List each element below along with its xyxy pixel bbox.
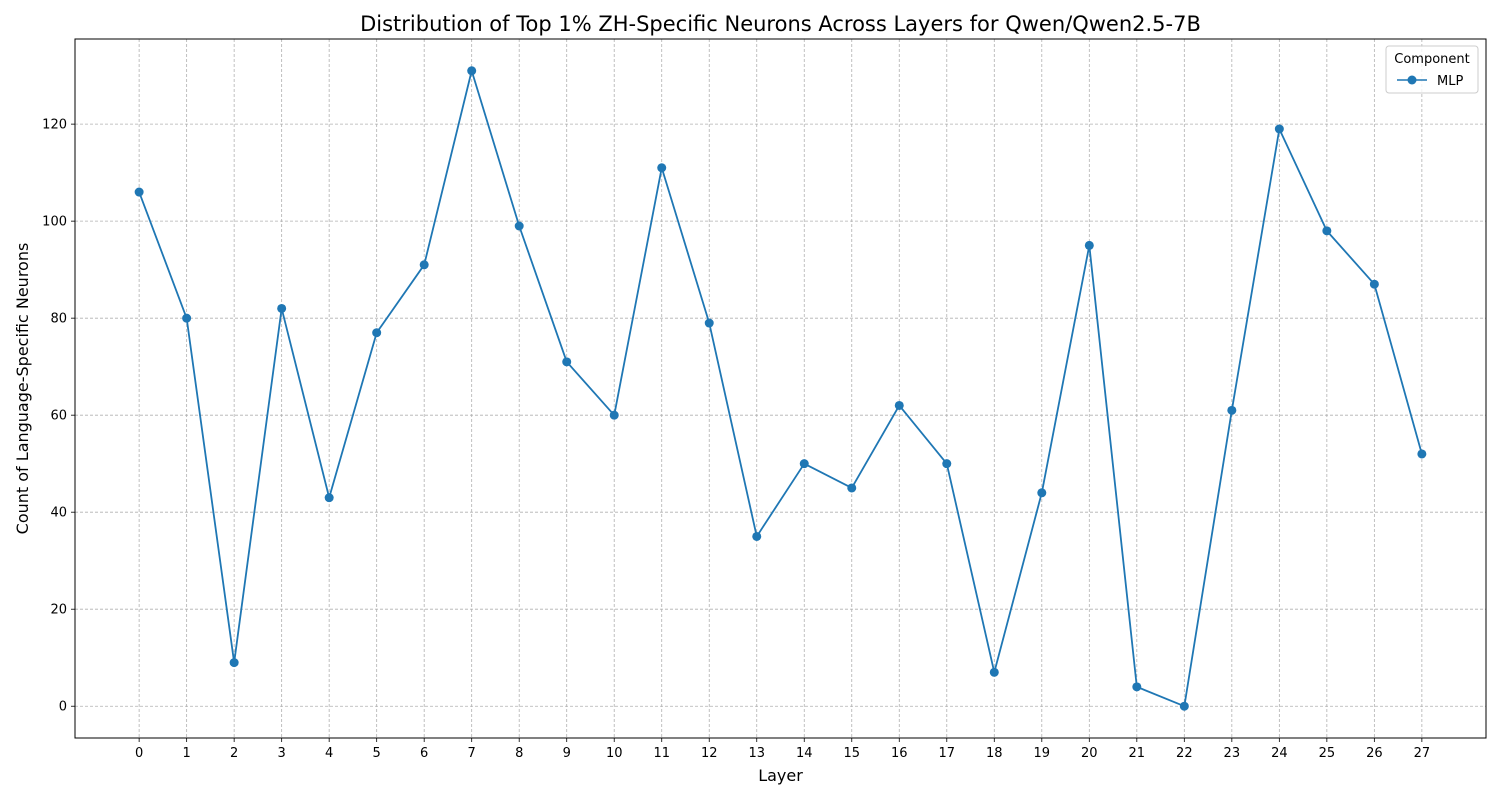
- series-mlp: [134, 66, 1427, 711]
- data-point: [467, 66, 477, 76]
- data-point: [942, 459, 952, 469]
- data-point: [1417, 449, 1427, 459]
- data-point: [562, 357, 572, 367]
- data-point: [799, 459, 809, 469]
- x-tick-label: 23: [1224, 746, 1241, 761]
- data-point: [704, 318, 714, 328]
- x-tick-label: 1: [183, 746, 191, 761]
- legend-point-marker: [1407, 75, 1417, 85]
- data-point: [609, 410, 619, 420]
- x-tick-label: 25: [1319, 746, 1336, 761]
- data-point: [1369, 279, 1379, 289]
- data-point: [1037, 488, 1047, 498]
- x-tick-label: 16: [891, 746, 908, 761]
- x-tick-label: 0: [135, 746, 143, 761]
- y-tick-label: 60: [50, 409, 67, 424]
- x-tick-label: 19: [1034, 746, 1051, 761]
- x-tick-label: 3: [278, 746, 286, 761]
- data-point: [657, 163, 667, 173]
- x-axis-label: Layer: [758, 766, 803, 785]
- data-point: [752, 531, 762, 541]
- data-point: [1084, 240, 1094, 250]
- x-tick-label: 27: [1414, 746, 1431, 761]
- y-tick-label: 40: [50, 506, 67, 521]
- data-point: [134, 187, 144, 197]
- x-tick-label: 26: [1366, 746, 1383, 761]
- x-tick-label: 9: [563, 746, 571, 761]
- data-point: [847, 483, 857, 493]
- x-tick-label: 7: [468, 746, 476, 761]
- x-tick-label: 24: [1271, 746, 1288, 761]
- data-point: [1132, 682, 1142, 692]
- data-point: [229, 658, 239, 668]
- data-point: [894, 400, 904, 410]
- x-tick-label: 20: [1081, 746, 1098, 761]
- plot-frame: [74, 38, 1487, 739]
- legend-title: Component: [1394, 52, 1469, 67]
- data-point: [989, 667, 999, 677]
- data-point: [419, 260, 429, 270]
- series-line-mlp: [138, 69, 1423, 708]
- x-tick-label: 13: [748, 746, 765, 761]
- x-tick-label: 21: [1129, 746, 1146, 761]
- x-tick-label: 10: [606, 746, 623, 761]
- x-tick-label: 12: [701, 746, 718, 761]
- data-point: [182, 313, 192, 323]
- chart-title: Distribution of Top 1% ZH-Specific Neuro…: [360, 12, 1201, 36]
- data-point: [1179, 701, 1189, 711]
- x-tick-label: 18: [986, 746, 1003, 761]
- x-tick-label: 2: [230, 746, 238, 761]
- data-point: [277, 303, 287, 313]
- x-tick-label: 15: [843, 746, 860, 761]
- x-tick-label: 5: [373, 746, 381, 761]
- x-tick-label: 22: [1176, 746, 1193, 761]
- axes: 0 1 2 3 4 5 6 7 8 9 10 11 12 13 14 15 16 17 18 19 20 21 22 23 24…: [42, 38, 1487, 761]
- y-tick-label: 100: [42, 215, 67, 230]
- data-point: [372, 328, 382, 338]
- legend-label-mlp: MLP: [1437, 74, 1463, 89]
- data-point: [1322, 226, 1332, 236]
- x-tick-label: 11: [653, 746, 670, 761]
- x-tick-label: 8: [515, 746, 523, 761]
- y-tick-label: 20: [50, 603, 67, 618]
- y-tick-label: 0: [59, 700, 67, 715]
- y-tick-label: 80: [50, 312, 67, 327]
- data-point: [1227, 405, 1237, 415]
- x-tick-label: 6: [420, 746, 428, 761]
- x-tick-label: 14: [796, 746, 813, 761]
- x-tick-label: 17: [939, 746, 956, 761]
- data-point: [324, 493, 334, 503]
- data-point: [1274, 124, 1284, 134]
- y-tick-label: 120: [42, 118, 67, 133]
- x-tick-label: 4: [325, 746, 333, 761]
- data-point: [514, 221, 524, 231]
- legend: Component MLP: [1385, 45, 1479, 94]
- y-axis-label: Count of Language-Specific Neurons: [13, 243, 32, 535]
- grid: [75, 39, 1486, 738]
